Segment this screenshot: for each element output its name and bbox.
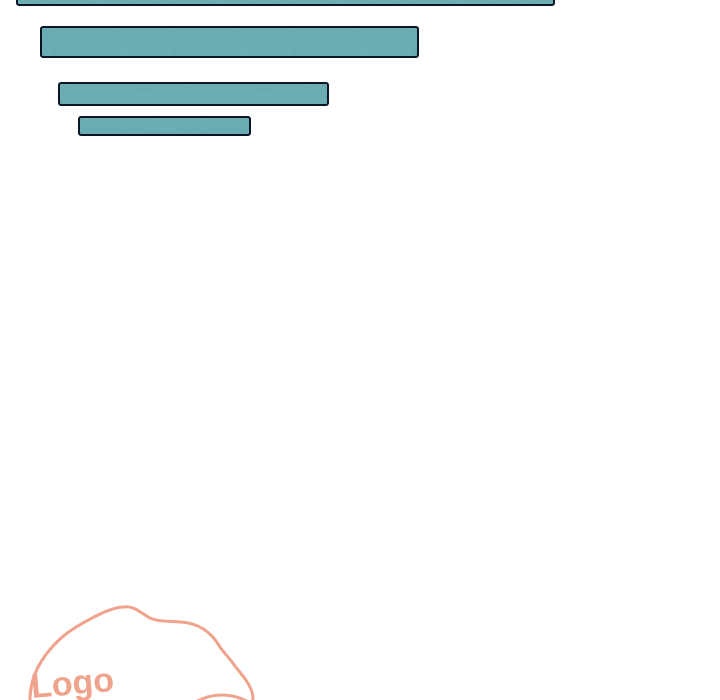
svg-text:Logo: Logo <box>29 661 115 700</box>
